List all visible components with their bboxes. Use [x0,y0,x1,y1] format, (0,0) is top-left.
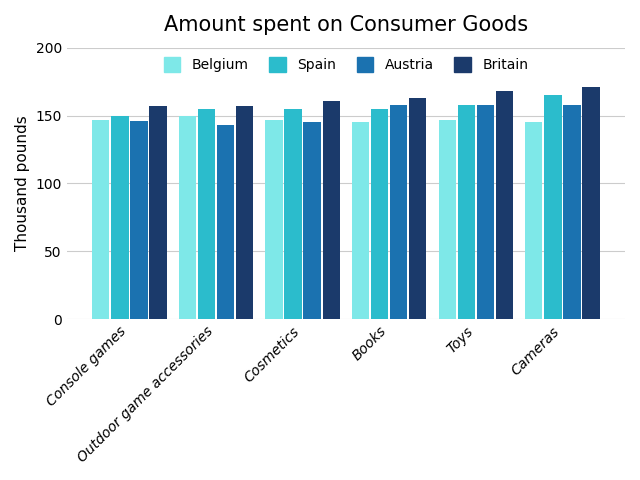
Bar [458,105,475,319]
Y-axis label: Thousand pounds: Thousand pounds [15,116,30,252]
Bar [438,120,456,319]
Bar [217,125,234,319]
Bar [544,95,561,319]
Bar [477,105,494,319]
Bar [149,106,166,319]
Bar [179,116,196,319]
Bar [496,91,513,319]
Title: Amount spent on Consumer Goods: Amount spent on Consumer Goods [164,15,528,35]
Bar [352,122,369,319]
Bar [92,120,109,319]
Bar [131,121,148,319]
Bar [409,98,426,319]
Bar [371,109,388,319]
Bar [303,122,321,319]
Bar [390,105,408,319]
Bar [266,120,283,319]
Bar [582,87,600,319]
Bar [525,122,543,319]
Bar [236,106,253,319]
Bar [111,116,129,319]
Legend: Belgium, Spain, Austria, Britain: Belgium, Spain, Austria, Britain [164,57,528,72]
Bar [563,105,580,319]
Bar [323,101,340,319]
Bar [284,109,301,319]
Bar [198,109,215,319]
